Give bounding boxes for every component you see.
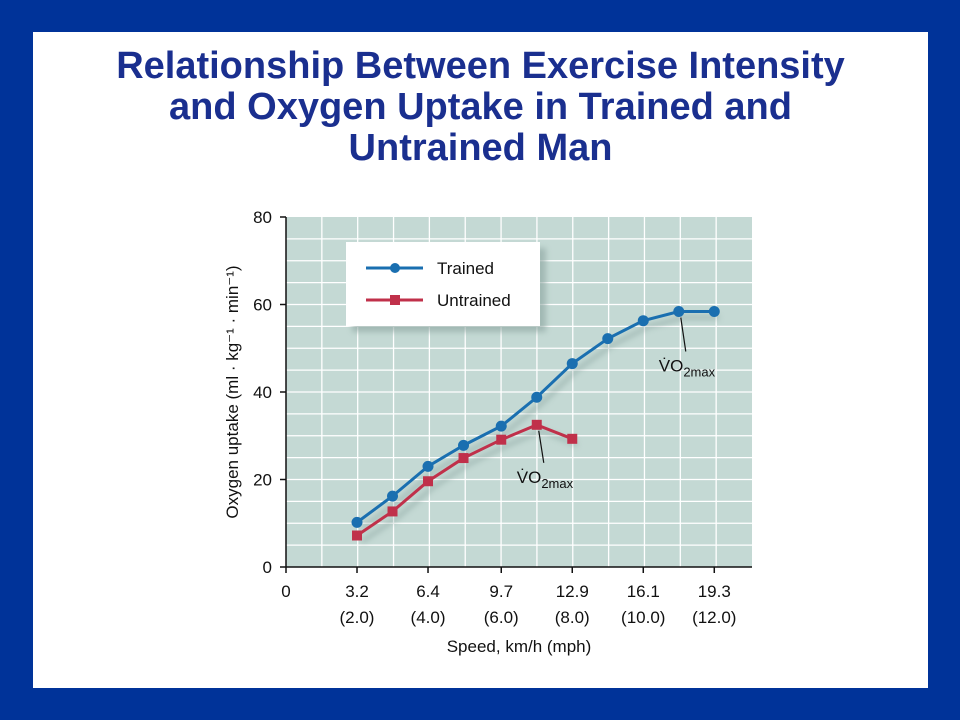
legend-marker-trained (390, 263, 400, 273)
data-point-trained (422, 460, 434, 472)
slide-frame: Relationship Between Exercise Intensity … (33, 32, 928, 688)
y-tick-label: 80 (253, 208, 272, 227)
annotation-main: V̇O (659, 357, 684, 376)
data-point-untrained (423, 476, 434, 487)
x-tick-label: 19.3 (698, 582, 731, 601)
page-title: Relationship Between Exercise Intensity … (33, 46, 928, 169)
legend-box (346, 242, 540, 326)
x-axis-ticks: 0 3.2 (2.0) 6.4 (4.0) 9.7 (6.0) 12.9 (8.0) 16.1 (1… (281, 567, 736, 627)
data-point-trained (387, 490, 399, 502)
plot-grid (285, 217, 752, 568)
annotation-subscript: 2max (541, 476, 573, 491)
data-point-untrained (531, 419, 542, 430)
annotation-main: V̇O (517, 468, 542, 487)
legend-marker-untrained (390, 295, 400, 305)
oxygen-uptake-chart: 0 20 40 60 80 0 3.2 (2.0) 6.4 (4.0) 9.7 (6.0) 12.9 (… (223, 208, 752, 656)
y-tick-label: 60 (253, 296, 272, 315)
shadow-untrained (360, 428, 578, 544)
data-point-trained (602, 333, 614, 345)
x-tick-label: 6.4 (416, 582, 440, 601)
title-line-2: and Oxygen Uptake in Trained and (169, 86, 792, 128)
data-point-trained (458, 439, 470, 451)
data-point-untrained (387, 506, 398, 517)
series-layer (351, 306, 720, 541)
x-tick-label: 3.2 (345, 582, 369, 601)
shadow-trained (360, 315, 720, 530)
legend-label-trained: Trained (437, 259, 494, 278)
data-point-untrained (352, 530, 363, 541)
y-tick-label: 0 (263, 558, 272, 577)
x-tick-label: 9.7 (489, 582, 513, 601)
x-tick-label: 0 (281, 582, 290, 601)
x-tick-sublabel: (12.0) (692, 608, 736, 627)
x-tick-sublabel: (10.0) (621, 608, 665, 627)
title-line-1: Relationship Between Exercise Intensity (116, 45, 845, 87)
data-point-trained (708, 306, 720, 317)
data-point-untrained (458, 453, 469, 464)
series-shadows (360, 315, 720, 544)
data-point-trained (566, 358, 578, 370)
annotation-pointer (538, 430, 545, 463)
x-tick-sublabel: (4.0) (411, 608, 446, 627)
legend-label-untrained: Untrained (437, 291, 511, 310)
data-point-trained (495, 420, 507, 432)
annotation-vo2max: V̇O2max (517, 468, 574, 491)
y-tick-label: 20 (253, 471, 272, 490)
y-axis-label: Oxygen uptake (ml · kg⁻¹ · min⁻¹) (223, 265, 242, 518)
title-line-3: Untrained Man (348, 127, 613, 169)
data-point-trained (673, 306, 685, 317)
data-point-trained (637, 315, 649, 327)
x-tick-label: 12.9 (556, 582, 589, 601)
x-tick-sublabel: (6.0) (484, 608, 519, 627)
x-tick-sublabel: (2.0) (340, 608, 375, 627)
y-axis-ticks: 0 20 40 60 80 (253, 208, 286, 577)
data-point-untrained (496, 434, 507, 445)
data-point-trained (531, 391, 543, 403)
y-tick-label: 40 (253, 383, 272, 402)
annotation-subscript: 2max (683, 365, 715, 380)
data-point-untrained (567, 433, 578, 444)
annotation-vo2max: V̇O2max (659, 357, 716, 380)
data-point-trained (351, 516, 363, 528)
x-tick-sublabel: (8.0) (555, 608, 590, 627)
annotation-pointer (680, 317, 687, 352)
legend: Trained Untrained (346, 242, 546, 332)
x-axis-label: Speed, km/h (mph) (447, 637, 592, 656)
x-tick-label: 16.1 (627, 582, 660, 601)
